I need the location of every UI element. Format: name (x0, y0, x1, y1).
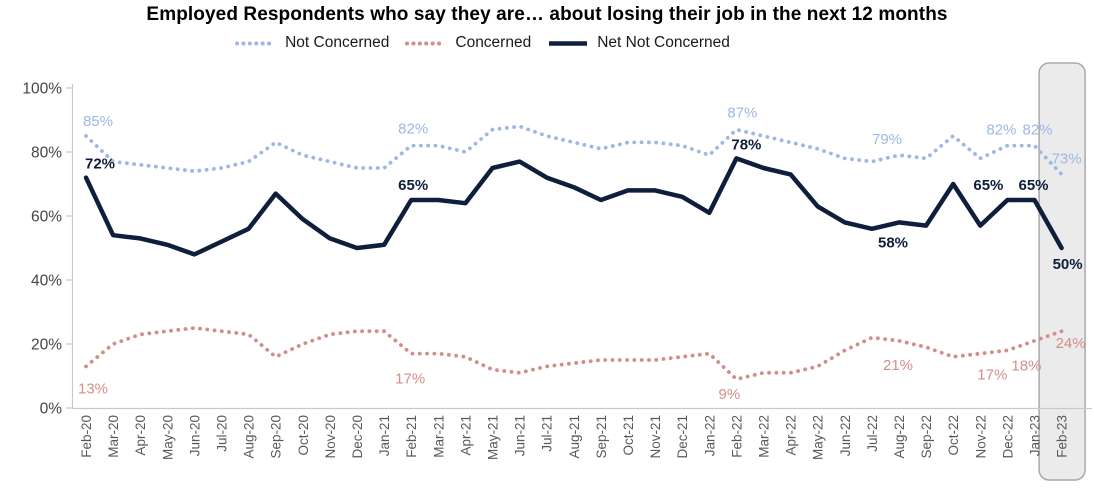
x-axis-label-sep-22: Sep-22 (919, 415, 934, 459)
y-axis-label: 100% (22, 81, 62, 98)
data-labels-concerned: 13%17%9%21%17%18%24% (78, 335, 1086, 403)
data-label-not-concerned-aug-22: 79% (872, 131, 902, 148)
x-axis-label-sep-20: Sep-20 (269, 415, 284, 459)
data-label-net-not-concerned-feb-22: 78% (731, 136, 761, 153)
x-axis-label-nov-20: Nov-20 (323, 415, 338, 459)
data-label-concerned-aug-22: 21% (883, 357, 913, 374)
x-axis-label-may-20: May-20 (160, 415, 175, 460)
data-label-not-concerned-dec-22: 82% (986, 122, 1016, 139)
legend-swatch-solid-icon (549, 40, 588, 46)
chart-title: Employed Respondents who say they are… a… (146, 4, 948, 25)
x-axis-label-aug-21: Aug-21 (567, 415, 582, 459)
x-axis-label-sep-21: Sep-21 (594, 415, 609, 459)
x-axis-label-aug-22: Aug-22 (892, 415, 907, 459)
series-line-not-concerned (84, 124, 1064, 177)
x-axis-labels: Feb-20 Mar-20 Apr-20 May-20 Jun-20 Jul-20 Aug-… (79, 415, 1070, 460)
data-label-not-concerned-feb-21: 82% (398, 121, 428, 138)
x-axis-label-apr-20: Apr-20 (133, 415, 148, 456)
data-label-not-concerned-feb-23: 73% (1052, 150, 1082, 167)
y-axis-label: 40% (31, 273, 62, 290)
x-axis-label-jan-21: Jan-21 (377, 415, 392, 456)
x-axis-label-dec-22: Dec-22 (1000, 415, 1015, 459)
x-axis-label-mar-20: Mar-20 (106, 415, 121, 458)
x-axis-label-feb-20: Feb-20 (79, 415, 94, 458)
legend-swatch-dotted-icon (235, 41, 278, 45)
y-axis-label: 80% (31, 145, 62, 162)
y-axis-label: 60% (31, 209, 62, 226)
legend-item-net-not-concerned: Net Not Concerned (546, 34, 730, 52)
x-axis-label-may-21: May-21 (486, 415, 501, 460)
x-axis-label-dec-21: Dec-21 (675, 415, 690, 459)
x-axis-label-jun-20: Jun-20 (187, 415, 202, 456)
legend-label: Net Not Concerned (597, 34, 730, 51)
axes (66, 84, 1092, 410)
y-axis-label: 20% (31, 337, 62, 354)
x-axis-label-jun-21: Jun-21 (513, 415, 528, 456)
data-labels-not-concerned: 85% 82%87%79%82% 82%73% (83, 105, 1082, 168)
y-axis-label: 0% (40, 401, 63, 418)
highlight-band-feb-23 (1038, 62, 1086, 481)
data-label-net-not-concerned-jan-23: 65% (1018, 177, 1048, 194)
x-axis-label-oct-21: Oct-21 (621, 415, 636, 456)
legend-item-not-concerned: Not Concerned (234, 34, 389, 52)
legend-item-concerned: Concerned (404, 34, 531, 52)
x-axis-label-dec-20: Dec-20 (350, 415, 365, 459)
data-label-not-concerned-feb-20: 85% (83, 113, 113, 130)
x-axis-label-apr-21: Apr-21 (458, 415, 473, 456)
x-axis-label-feb-22: Feb-22 (729, 415, 744, 458)
data-label-not-concerned-feb-22: 87% (727, 105, 757, 122)
x-axis-label-nov-21: Nov-21 (648, 415, 663, 459)
x-axis-label-jul-20: Jul-20 (215, 415, 230, 452)
x-axis-label-jan-22: Jan-22 (702, 415, 717, 456)
legend-swatch-dotted-icon (405, 41, 448, 45)
x-axis-label-may-22: May-22 (811, 415, 826, 460)
data-label-concerned-feb-20: 13% (78, 380, 108, 397)
data-labels-net-not-concerned: 72% 65% 78% 58% 65% 65% 50% (85, 136, 1083, 273)
legend-label: Not Concerned (285, 34, 390, 51)
x-axis-label-mar-21: Mar-21 (431, 415, 446, 458)
y-axis-labels: 0% 20% 40% 60% 80% 100% (22, 81, 62, 418)
x-axis-label-oct-22: Oct-22 (946, 415, 961, 456)
series-line-net-not-concerned (83, 156, 1064, 257)
x-axis-label-aug-20: Aug-20 (242, 415, 257, 459)
data-label-net-not-concerned-dec-22: 65% (973, 177, 1003, 194)
data-label-net-not-concerned-feb-23: 50% (1053, 256, 1083, 273)
data-label-concerned-feb-23: 24% (1056, 335, 1086, 352)
data-label-concerned-feb-21: 17% (395, 371, 425, 388)
x-axis-label-nov-22: Nov-22 (973, 415, 988, 459)
x-axis-label-mar-22: Mar-22 (757, 415, 772, 458)
data-label-concerned-nov-22: 17% (977, 367, 1007, 384)
x-axis-label-oct-20: Oct-20 (296, 415, 311, 456)
series-line-concerned (84, 326, 1064, 382)
x-axis-label-jul-21: Jul-21 (540, 415, 555, 452)
data-label-concerned-dec-22: 18% (1011, 357, 1041, 374)
data-label-net-not-concerned-feb-21: 65% (398, 177, 428, 194)
data-label-net-not-concerned-aug-22: 58% (878, 234, 908, 251)
data-label-not-concerned-jan-23: 82% (1022, 122, 1052, 139)
x-axis-label-jun-22: Jun-22 (838, 415, 853, 456)
data-label-concerned-feb-22: 9% (719, 386, 741, 403)
x-axis-label-apr-22: Apr-22 (784, 415, 799, 456)
x-axis-label-feb-23: Feb-23 (1055, 415, 1070, 458)
data-label-net-not-concerned-feb-20: 72% (85, 156, 115, 173)
x-axis-label-jan-23: Jan-23 (1028, 415, 1043, 456)
x-axis-label-jul-22: Jul-22 (865, 415, 880, 452)
chart-legend: Not Concerned Concerned Net Not Concerned (0, 31, 964, 55)
x-axis-label-feb-21: Feb-21 (404, 415, 419, 458)
legend-label: Concerned (455, 34, 532, 51)
